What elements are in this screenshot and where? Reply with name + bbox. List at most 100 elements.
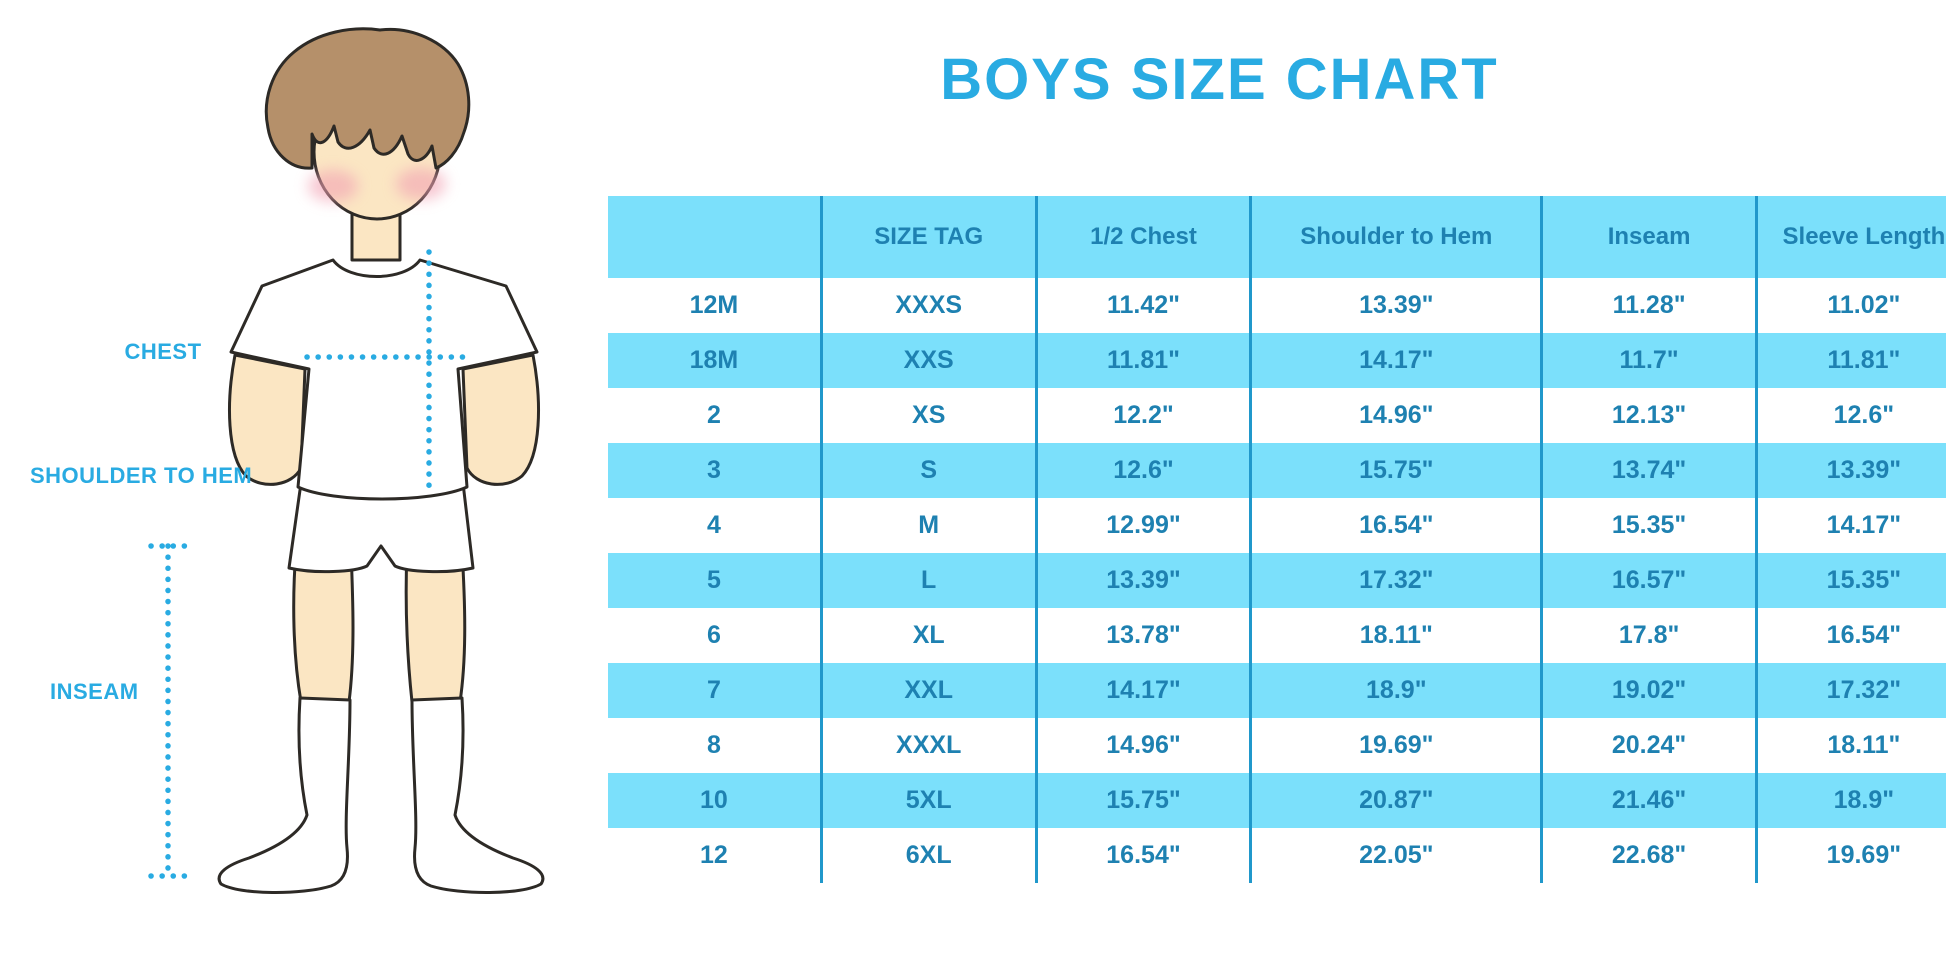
table-row: 5 L 13.39" 17.32" 16.57" 15.35": [608, 553, 1946, 608]
cell-sleeve: 11.02": [1754, 278, 1946, 333]
boy-left-arm: [228, 353, 307, 486]
table-row: 8 XXXL 14.96" 19.69" 20.24" 18.11": [608, 718, 1946, 773]
cell-chest: 12.6": [1034, 443, 1251, 498]
cell-size: 4: [706, 511, 721, 539]
boy-right-blush: [396, 168, 446, 200]
page-title: BOYS SIZE CHART: [940, 47, 1499, 112]
table-row: 7 XXL 14.17" 18.9" 19.02" 17.32": [608, 663, 1946, 718]
table-row: 6 XL 13.78" 18.11" 17.8" 16.54": [608, 608, 1946, 663]
cell-inseam: 12.13": [1540, 388, 1757, 443]
cell-chest: 12.2": [1034, 388, 1251, 443]
cell-sleeve: 12.6": [1754, 388, 1946, 443]
cell-inseam: 21.46": [1540, 773, 1757, 828]
cell-size: 7: [608, 663, 822, 718]
header-sleeve-length: Sleeve Length: [1754, 196, 1946, 278]
table-row: 10 5XL 15.75" 20.87" 21.46" 18.9": [608, 773, 1946, 828]
cell-chest: 14.17": [1034, 663, 1251, 718]
cell-tag: XS: [819, 388, 1037, 443]
cell-inseam: 11.28": [1540, 278, 1757, 333]
cell-inseam: 16.57": [1540, 553, 1757, 608]
cell-sleeve: 18.11": [1754, 718, 1946, 773]
shoulder-to-hem-label: SHOULDER TO HEM: [30, 463, 253, 488]
cell-size: 10: [608, 773, 822, 828]
cell-size: 5: [608, 553, 822, 608]
cell-size: 6: [706, 621, 721, 649]
cell-tag: L: [819, 553, 1037, 608]
header-size-tag: SIZE TAG: [819, 196, 1037, 278]
boy-hair: [264, 27, 471, 170]
table-row: 12 6XL 16.54" 22.05" 22.68" 19.69": [608, 828, 1946, 883]
boy-right-sock: [410, 696, 545, 895]
boy-left-blush: [308, 170, 358, 202]
cell-tag: XXL: [819, 663, 1037, 718]
table-row: 18M XXS 11.81" 14.17" 11.7" 11.81": [608, 333, 1946, 388]
measurement-figure: CHEST SHOULDER TO HEM INSEAM: [0, 0, 560, 973]
boy-tshirt: [229, 258, 539, 501]
cell-chest: 11.42": [1034, 278, 1251, 333]
cell-size: 3: [608, 443, 822, 498]
header-row: SIZE TAG 1/2 Chest Shoulder to Hem Insea…: [608, 196, 1946, 278]
cell-shoulder-hem: 18.11": [1249, 608, 1542, 663]
cell-shoulder-hem: 22.05": [1249, 828, 1542, 883]
cell-chest: 12.99": [1034, 498, 1251, 553]
cell-tag: S: [819, 443, 1037, 498]
cell-chest: 13.78": [1034, 608, 1251, 663]
cell-sleeve: 19.69": [1754, 828, 1946, 883]
cell-size: 12: [699, 841, 728, 869]
cell-shoulder-hem: 18.9": [1249, 663, 1542, 718]
cell-tag: 5XL: [819, 773, 1037, 828]
boy-shorts: [287, 481, 475, 574]
header-half-chest: 1/2 Chest: [1034, 196, 1251, 278]
header-shoulder-to-hem: Shoulder to Hem: [1249, 196, 1542, 278]
cell-inseam: 19.02": [1540, 663, 1757, 718]
header-inseam: Inseam: [1540, 196, 1757, 278]
cell-tag: XL: [819, 608, 1037, 663]
cell-inseam: 20.24": [1540, 718, 1757, 773]
cell-size: 12M: [689, 291, 739, 319]
table-row: 3 S 12.6" 15.75" 13.74" 13.39": [608, 443, 1946, 498]
size-chart-table: SIZE TAG 1/2 Chest Shoulder to Hem Insea…: [608, 196, 1946, 883]
header-age-size: [608, 196, 822, 278]
boy-right-arm: [461, 353, 540, 486]
cell-chest: 14.96": [1034, 718, 1251, 773]
inseam-label: INSEAM: [50, 679, 139, 704]
cell-shoulder-hem: 15.75": [1249, 443, 1542, 498]
cell-sleeve: 14.17": [1754, 498, 1946, 553]
cell-shoulder-hem: 13.39": [1249, 278, 1542, 333]
cell-tag: XXXS: [819, 278, 1037, 333]
cell-sleeve: 15.35": [1754, 553, 1946, 608]
cell-inseam: 17.8": [1540, 608, 1757, 663]
cell-inseam: 13.74": [1540, 443, 1757, 498]
cell-chest: 15.75": [1034, 773, 1251, 828]
boy-illustration: [148, 27, 545, 895]
cell-size: 2: [706, 401, 721, 429]
cell-tag: 6XL: [819, 828, 1037, 883]
cell-shoulder-hem: 14.96": [1249, 388, 1542, 443]
cell-chest: 16.54": [1034, 828, 1251, 883]
cell-inseam: 15.35": [1540, 498, 1757, 553]
cell-shoulder-hem: 20.87": [1249, 773, 1542, 828]
cell-chest: 13.39": [1034, 553, 1251, 608]
cell-tag: XXXL: [819, 718, 1037, 773]
cell-shoulder-hem: 17.32": [1249, 553, 1542, 608]
cell-size: 18M: [608, 333, 822, 388]
cell-sleeve: 16.54": [1754, 608, 1946, 663]
boy-left-sock: [217, 696, 352, 895]
chest-label: CHEST: [124, 339, 202, 364]
cell-sleeve: 17.32": [1754, 663, 1946, 718]
table-row: 2 XS 12.2" 14.96" 12.13" 12.6": [608, 388, 1946, 443]
cell-sleeve: 18.9": [1754, 773, 1946, 828]
cell-inseam: 11.7": [1540, 333, 1757, 388]
cell-tag: M: [819, 498, 1037, 553]
cell-shoulder-hem: 16.54": [1249, 498, 1542, 553]
table-row: 12M XXXS 11.42" 13.39" 11.28" 11.02": [608, 278, 1946, 333]
table-row: 4 M 12.99" 16.54" 15.35" 14.17": [608, 498, 1946, 553]
cell-tag: XXS: [819, 333, 1037, 388]
cell-sleeve: 13.39": [1754, 443, 1946, 498]
cell-inseam: 22.68": [1540, 828, 1757, 883]
cell-size: 8: [706, 731, 721, 759]
cell-chest: 11.81": [1034, 333, 1251, 388]
cell-shoulder-hem: 19.69": [1249, 718, 1542, 773]
cell-shoulder-hem: 14.17": [1249, 333, 1542, 388]
cell-sleeve: 11.81": [1754, 333, 1946, 388]
